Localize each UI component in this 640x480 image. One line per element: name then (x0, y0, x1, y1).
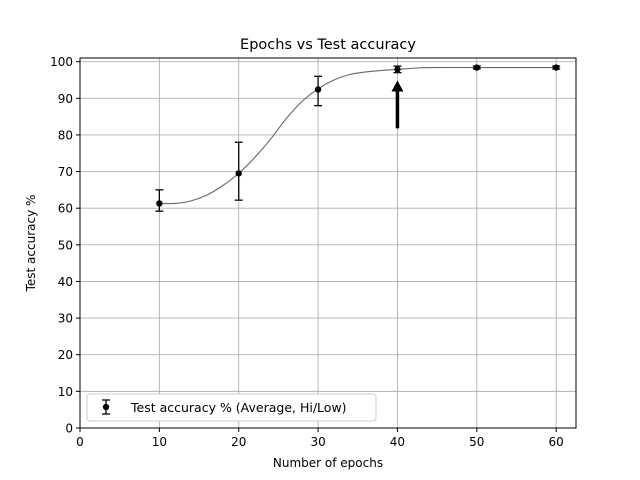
y-tick-label: 30 (58, 312, 73, 326)
x-tick-label: 0 (76, 435, 84, 449)
arrow-head (391, 80, 404, 92)
y-tick-label: 10 (58, 385, 73, 399)
data-marks (155, 64, 561, 212)
x-tick-label: 50 (469, 435, 484, 449)
annotation-arrow (391, 80, 404, 129)
chart-title: Epochs vs Test accuracy (240, 37, 416, 53)
x-axis-ticks: 0 10 20 30 40 50 60 (76, 428, 564, 449)
data-point (156, 200, 163, 207)
data-point (473, 64, 480, 71)
y-tick-label: 70 (58, 165, 73, 179)
y-tick-label: 20 (58, 348, 73, 362)
y-tick-label: 60 (58, 202, 73, 216)
x-tick-label: 20 (231, 435, 246, 449)
x-axis-label: Number of epochs (273, 456, 383, 470)
y-tick-label: 80 (58, 128, 73, 142)
grid (79, 58, 576, 429)
y-tick-label: 90 (58, 92, 73, 106)
data-point (314, 86, 322, 93)
legend: Test accuracy % (Average, Hi/Low) (86, 393, 377, 422)
legend-marker (102, 399, 110, 415)
data-point (235, 170, 242, 177)
y-tick-label: 100 (50, 55, 73, 69)
y-tick-label: 0 (65, 422, 73, 436)
data-point (394, 66, 401, 73)
data-point (552, 64, 560, 71)
x-tick-label: 40 (390, 435, 405, 449)
y-tick-label: 40 (58, 275, 73, 289)
legend-box (86, 393, 377, 422)
x-tick-label: 10 (152, 435, 167, 449)
fit-curve-line (159, 66, 557, 205)
fit-curve (159, 66, 557, 205)
y-axis-ticks: 0 10 20 30 40 50 60 70 80 90 100 (50, 55, 80, 436)
legend-point (102, 403, 110, 411)
x-tick-label: 60 (549, 435, 564, 449)
x-tick-label: 30 (310, 435, 325, 449)
plot-frame (79, 57, 577, 429)
y-tick-label: 50 (58, 238, 73, 252)
legend-entry-label: Test accuracy % (Average, Hi/Low) (130, 400, 347, 415)
y-axis-label: Test accuracy % (24, 195, 38, 293)
